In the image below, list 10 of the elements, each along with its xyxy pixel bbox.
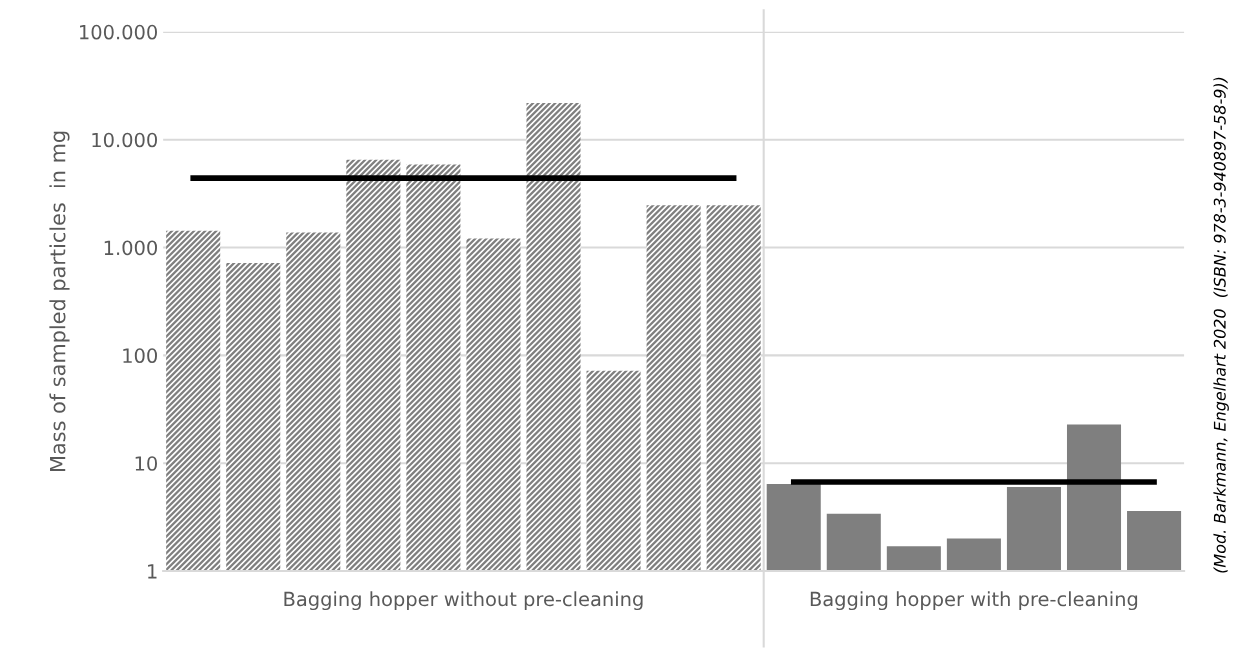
text: (Mod. Barkmann, Engelhart 2020 (ISBN: 978-3-940897-58-9)) <box>1213 77 1229 573</box>
y-tick-label: 100.000 <box>80 24 157 40</box>
y-tick-label: 100 <box>123 348 157 364</box>
y-tick-label: 10.000 <box>92 132 157 148</box>
y-tick-label: 1.000 <box>104 240 157 256</box>
text: Bagging hopper without pre-cleaning <box>284 591 643 611</box>
y-tick-label: 10 <box>135 456 157 471</box>
y-tick-label: 1 <box>148 564 157 579</box>
y-axis-title: Mass of sampled particles in mg <box>49 131 70 471</box>
text: Bagging hopper with pre-cleaning <box>810 591 1138 611</box>
